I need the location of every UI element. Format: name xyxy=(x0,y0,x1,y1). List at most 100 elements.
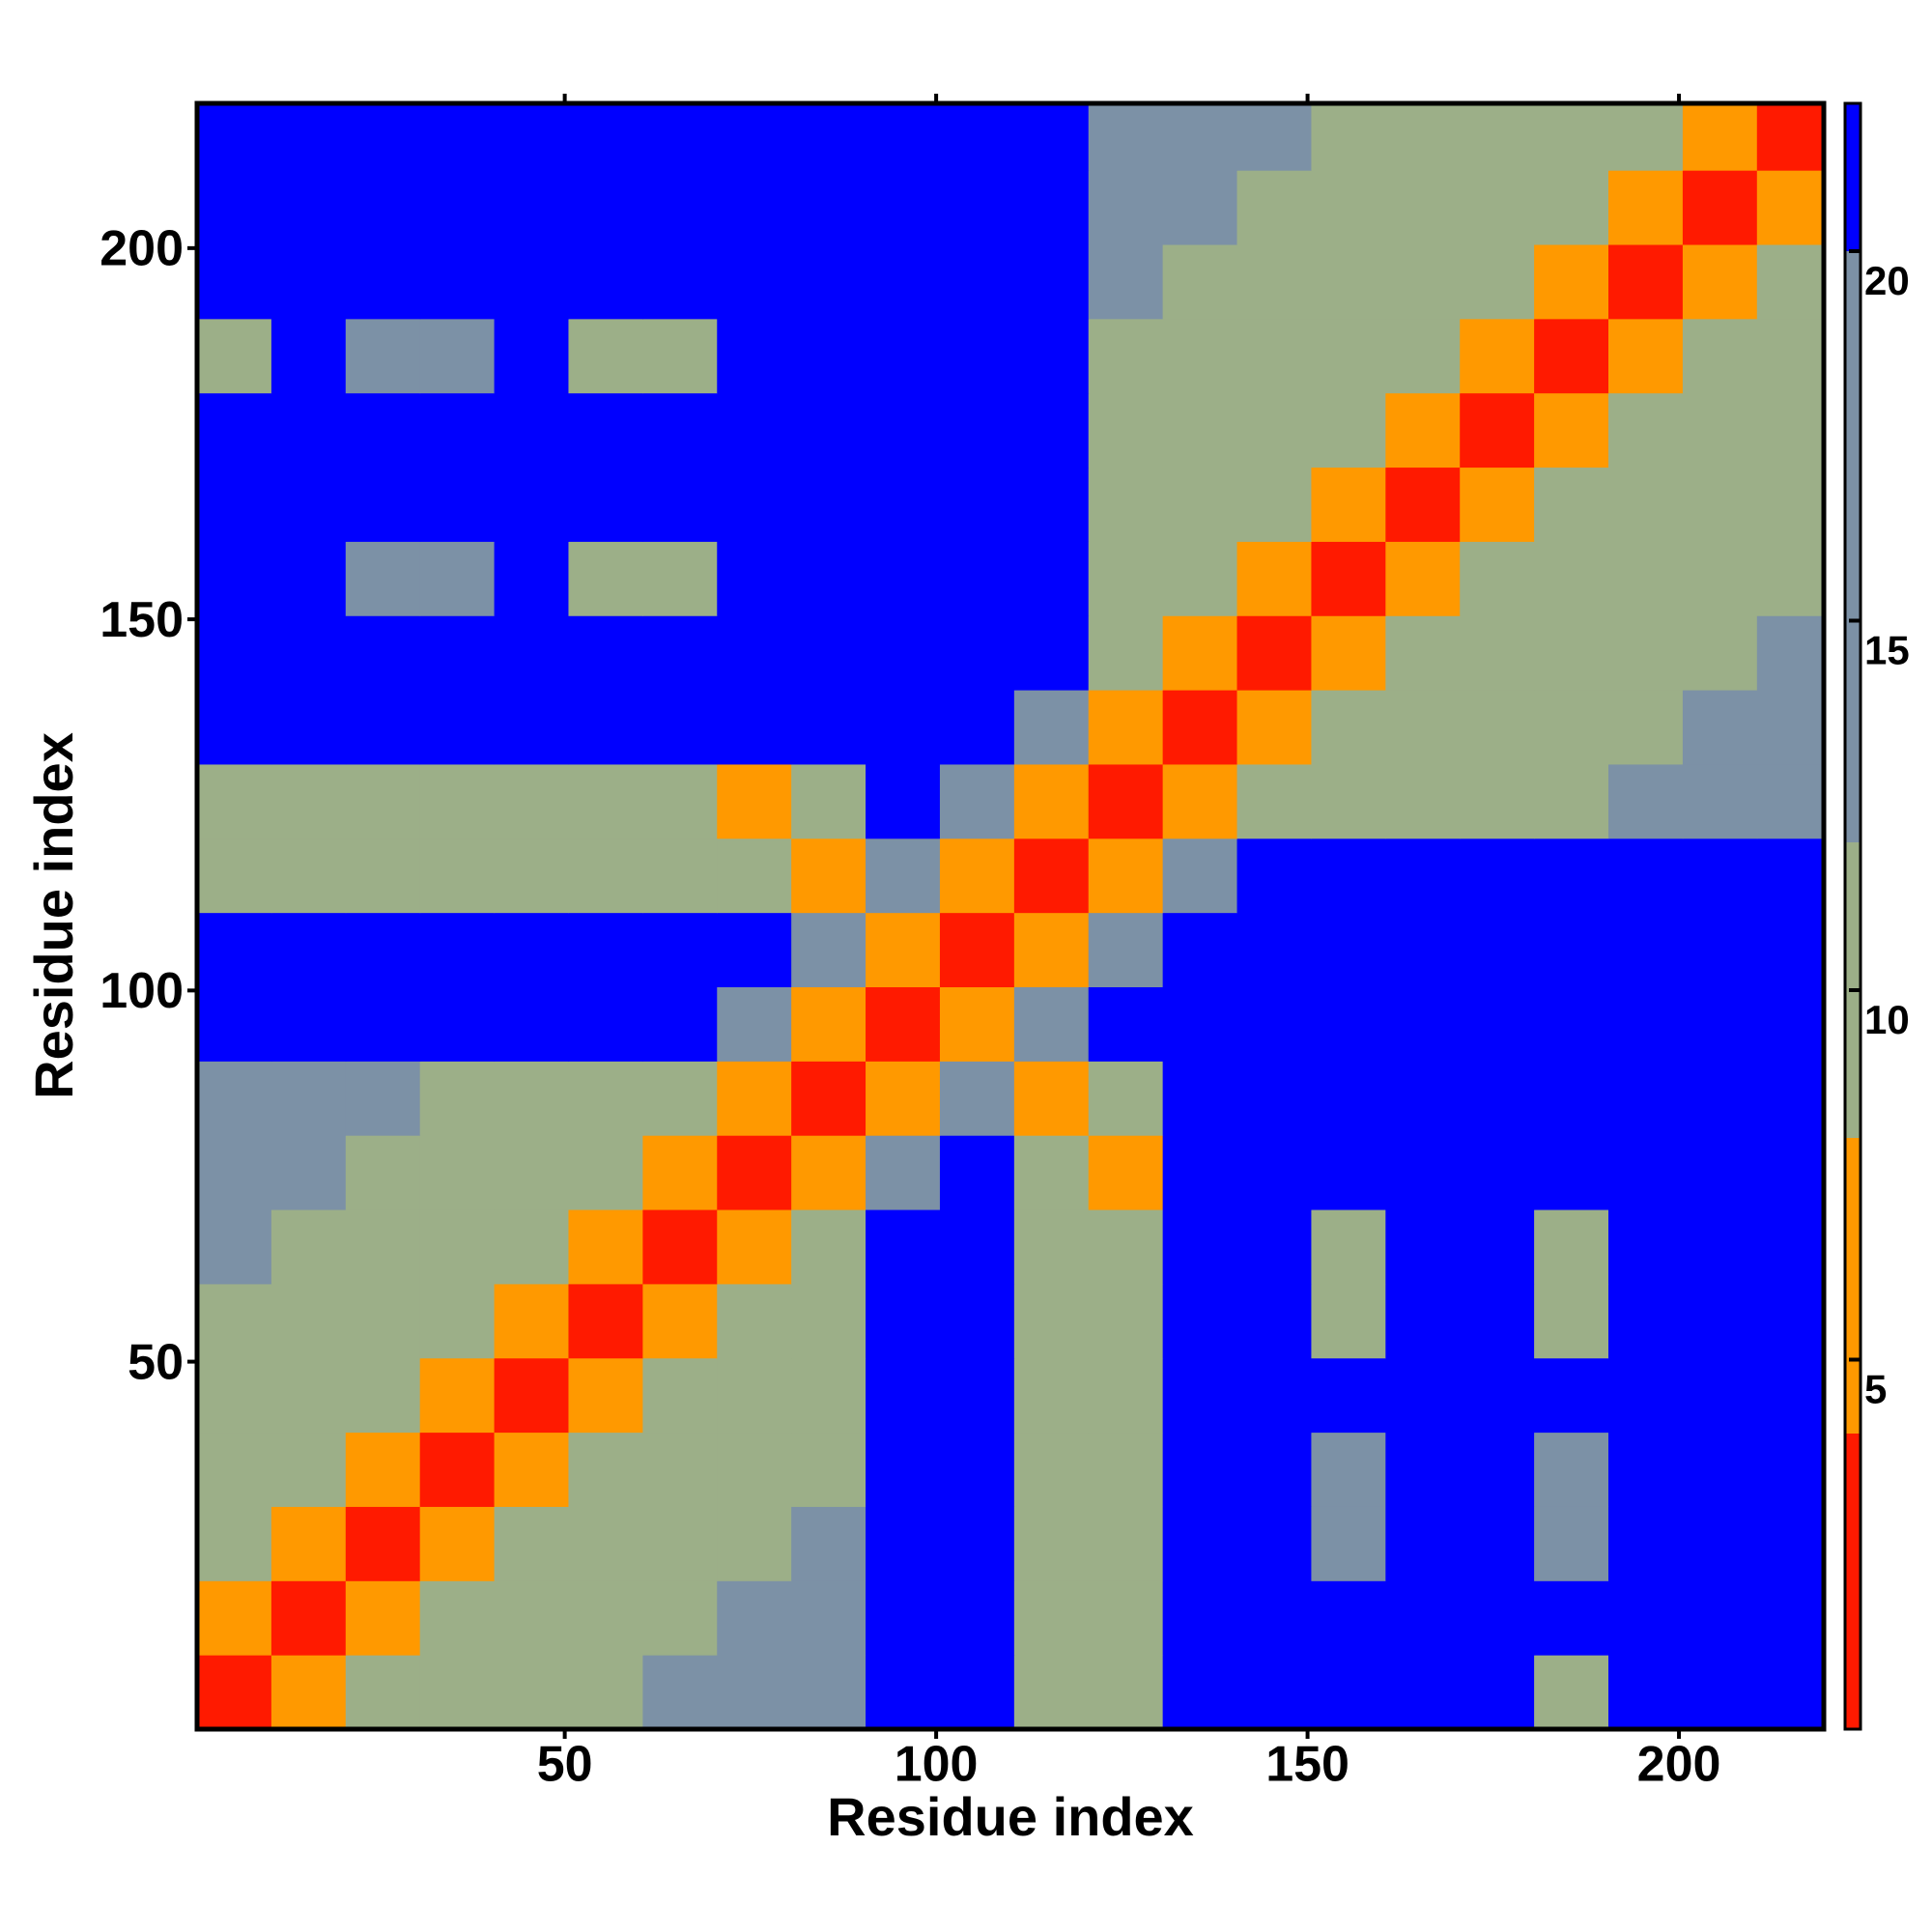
cell xyxy=(1013,615,1090,691)
cell xyxy=(1236,1432,1312,1507)
cell xyxy=(717,392,792,469)
cell xyxy=(270,1580,347,1656)
cell xyxy=(1311,615,1386,691)
cell xyxy=(1385,690,1461,765)
colorbar-tick-label: 20 xyxy=(1864,258,1910,303)
cell xyxy=(1608,1357,1684,1434)
cell xyxy=(939,1506,1015,1581)
heatmap-cells xyxy=(197,103,1825,1730)
cell xyxy=(791,1209,867,1285)
cell xyxy=(494,244,569,320)
cell xyxy=(568,912,643,988)
cell xyxy=(1608,838,1684,914)
cell xyxy=(270,690,347,765)
cell xyxy=(345,1283,421,1359)
cell xyxy=(419,467,496,542)
cell xyxy=(1088,1061,1164,1136)
cell xyxy=(1088,103,1164,171)
cell xyxy=(1756,1580,1825,1656)
cell xyxy=(1534,912,1609,988)
cell xyxy=(568,103,643,171)
cell xyxy=(1385,170,1461,245)
cell xyxy=(1311,467,1386,542)
cell xyxy=(568,1506,643,1581)
cell xyxy=(642,1655,718,1730)
cell xyxy=(1385,392,1461,469)
cell xyxy=(345,615,421,691)
cell xyxy=(1311,170,1386,245)
cell xyxy=(717,103,792,171)
cell xyxy=(1385,1655,1461,1730)
cell xyxy=(1682,912,1758,988)
cell xyxy=(866,690,941,765)
cell xyxy=(568,986,643,1062)
cell xyxy=(1460,690,1535,765)
cell xyxy=(791,467,867,542)
cell xyxy=(1460,763,1535,839)
cell xyxy=(1682,1580,1758,1656)
cell xyxy=(197,763,272,839)
cell xyxy=(1088,170,1164,245)
cell xyxy=(717,1357,792,1434)
cell xyxy=(866,170,941,245)
cell xyxy=(1608,244,1684,320)
cell xyxy=(791,541,867,616)
cell xyxy=(1385,1135,1461,1210)
cell xyxy=(791,103,867,171)
cell xyxy=(1682,1209,1758,1285)
x-axis-label: Residue index xyxy=(827,1786,1194,1847)
cell xyxy=(197,1357,272,1434)
cell xyxy=(1534,838,1609,914)
cell xyxy=(1013,1580,1090,1656)
cell xyxy=(642,1506,718,1581)
cell xyxy=(1385,1357,1461,1434)
cell xyxy=(1534,103,1609,171)
cell xyxy=(1756,615,1825,691)
cell xyxy=(1756,912,1825,988)
cell xyxy=(419,1061,496,1136)
cell xyxy=(494,103,569,171)
cell xyxy=(717,1506,792,1581)
cell xyxy=(1162,170,1238,245)
cell xyxy=(1088,1432,1164,1507)
cell xyxy=(197,1506,272,1581)
cell xyxy=(345,912,421,988)
cell xyxy=(1682,1432,1758,1507)
cell xyxy=(1756,1061,1825,1136)
cell xyxy=(1460,615,1535,691)
cell xyxy=(1013,690,1090,765)
cell xyxy=(270,392,347,469)
cell xyxy=(1682,392,1758,469)
cell xyxy=(866,1357,941,1434)
cell xyxy=(1460,1432,1535,1507)
cell xyxy=(345,838,421,914)
cell xyxy=(270,1135,347,1210)
cell xyxy=(1162,1655,1238,1730)
cell xyxy=(866,615,941,691)
cell xyxy=(1236,1061,1312,1136)
cell xyxy=(717,1135,792,1210)
cell xyxy=(1311,838,1386,914)
cell xyxy=(1013,103,1090,171)
cell xyxy=(939,690,1015,765)
cell xyxy=(1756,1506,1825,1581)
cell xyxy=(270,1357,347,1434)
cell xyxy=(866,541,941,616)
cell xyxy=(1534,244,1609,320)
cell xyxy=(1013,838,1090,914)
y-tick-label: 200 xyxy=(99,221,184,277)
cell xyxy=(791,1655,867,1730)
cell xyxy=(717,541,792,616)
cell xyxy=(717,170,792,245)
cell xyxy=(1236,467,1312,542)
cell xyxy=(1756,1655,1825,1730)
cell xyxy=(494,1506,569,1581)
cell xyxy=(1460,838,1535,914)
cell xyxy=(642,1061,718,1136)
cell xyxy=(1013,1283,1090,1359)
cell xyxy=(866,244,941,320)
cell xyxy=(1013,467,1090,542)
cell xyxy=(1608,1283,1684,1359)
cell xyxy=(419,1580,496,1656)
